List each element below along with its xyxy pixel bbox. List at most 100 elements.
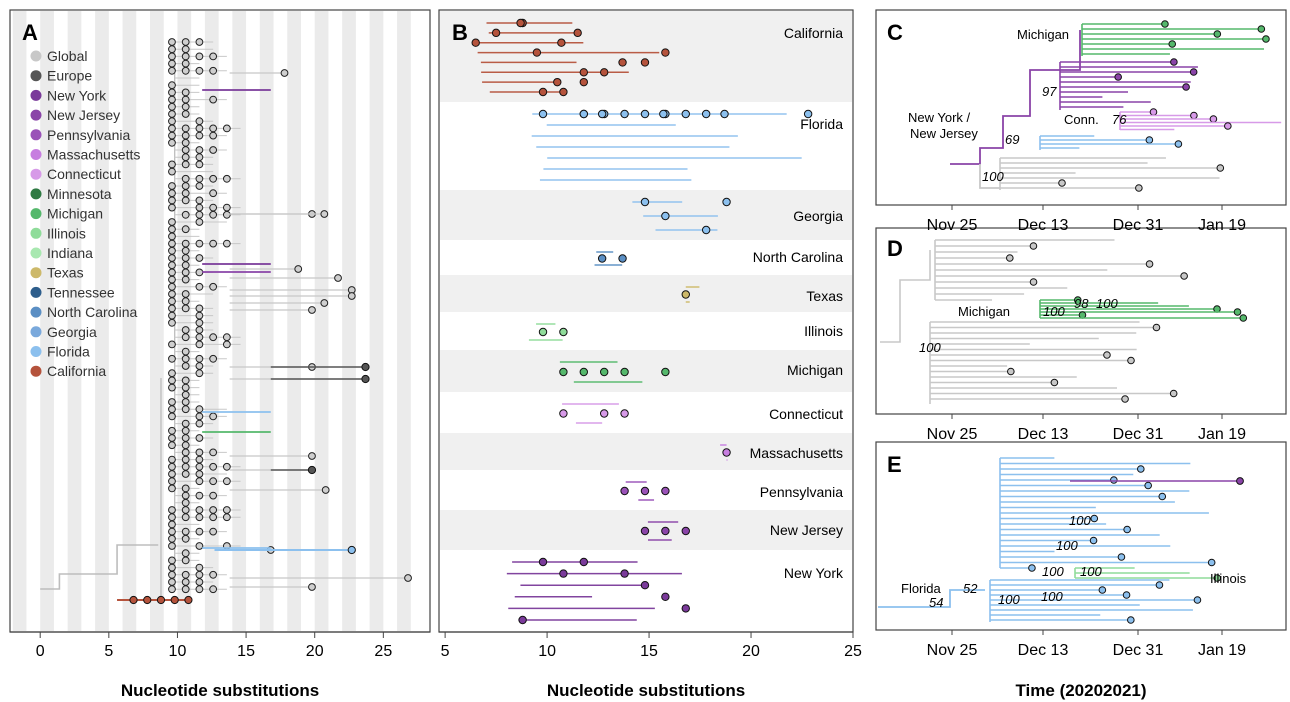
tip-point bbox=[195, 52, 204, 61]
tip-point bbox=[195, 146, 204, 154]
tip-point bbox=[181, 38, 190, 46]
legend-swatch-minnesota bbox=[30, 188, 42, 200]
tip-point bbox=[170, 595, 179, 605]
tip-point bbox=[597, 109, 607, 119]
legend-label: New York bbox=[47, 87, 107, 103]
row-label: Florida bbox=[800, 116, 843, 132]
row-band bbox=[440, 350, 852, 392]
tip-point bbox=[195, 563, 204, 572]
tip-point bbox=[222, 477, 231, 486]
tip-point bbox=[195, 470, 204, 478]
tip-point bbox=[181, 484, 190, 493]
tip-point bbox=[181, 225, 190, 234]
tip-point bbox=[181, 196, 190, 205]
tip-point bbox=[1145, 260, 1154, 268]
tip-point bbox=[1090, 514, 1099, 523]
root-branch bbox=[880, 250, 931, 343]
tip-point bbox=[1029, 242, 1038, 250]
tip-point bbox=[195, 282, 204, 291]
tip-point bbox=[209, 506, 218, 514]
tip-point bbox=[1127, 356, 1135, 365]
tip-point bbox=[181, 88, 190, 97]
tip-point bbox=[168, 369, 176, 378]
tick-label: Dec 13 bbox=[1018, 217, 1069, 234]
row-band bbox=[440, 190, 852, 240]
global-stem bbox=[979, 164, 1000, 189]
tip-point bbox=[168, 232, 176, 241]
tip-point bbox=[168, 59, 176, 68]
tip-point bbox=[195, 434, 204, 442]
label-new-jersey-c: New Jersey bbox=[910, 126, 978, 141]
panel-letter-a: A bbox=[22, 20, 38, 45]
tip-point bbox=[168, 239, 176, 248]
tip-point bbox=[195, 340, 204, 349]
x-axis-b: 5 10 15 20 25 bbox=[439, 631, 862, 660]
tip-point bbox=[168, 246, 176, 255]
tick-label: Nov 25 bbox=[927, 217, 978, 234]
tip-point bbox=[803, 109, 813, 119]
tip-point bbox=[168, 426, 176, 435]
row-label: Illinois bbox=[804, 323, 843, 339]
tip-point bbox=[209, 477, 218, 486]
tip-point bbox=[559, 327, 568, 337]
tip-point bbox=[308, 583, 316, 591]
tip-point bbox=[181, 174, 190, 183]
tip-point bbox=[661, 592, 670, 601]
tip-point bbox=[209, 333, 218, 342]
tip-point bbox=[181, 426, 190, 435]
tip-point bbox=[181, 527, 190, 536]
tick-label: Jan 19 bbox=[1198, 642, 1246, 659]
tip-point bbox=[1121, 395, 1129, 403]
tip-point bbox=[181, 333, 190, 342]
tip-point bbox=[579, 367, 588, 377]
tip-point bbox=[181, 102, 190, 111]
tip-point bbox=[559, 569, 568, 578]
tip-point bbox=[181, 59, 190, 68]
x-axis-title-time: Time (20202021) bbox=[1015, 681, 1146, 700]
tip-point bbox=[195, 585, 204, 594]
node-76-c: 76 bbox=[1112, 112, 1127, 127]
tip-point bbox=[181, 160, 190, 169]
tip-point bbox=[195, 318, 204, 327]
tip-point bbox=[1262, 35, 1270, 43]
tip-point bbox=[195, 160, 204, 169]
legend-label: Global bbox=[47, 48, 87, 64]
tip-point bbox=[599, 68, 609, 77]
tick-label: 25 bbox=[374, 643, 392, 660]
tip-point bbox=[597, 254, 607, 263]
stripe bbox=[40, 11, 54, 631]
tip-point bbox=[181, 383, 190, 392]
stripe bbox=[204, 11, 219, 631]
node-52-e: 52 bbox=[963, 581, 978, 596]
tip-point bbox=[168, 225, 176, 234]
tip-point bbox=[168, 81, 176, 90]
tip-point bbox=[538, 327, 548, 337]
tip-point bbox=[168, 455, 176, 464]
tip-point bbox=[195, 513, 204, 522]
tip-point bbox=[1114, 73, 1122, 81]
tip-point bbox=[1209, 115, 1218, 123]
tip-point bbox=[181, 138, 190, 147]
tip-point bbox=[168, 513, 176, 522]
tip-point bbox=[181, 491, 190, 500]
legend-label: Indiana bbox=[47, 245, 93, 261]
tip-point bbox=[195, 124, 204, 133]
tip-point bbox=[181, 210, 190, 219]
tip-point bbox=[195, 455, 204, 464]
tip-point bbox=[222, 506, 231, 514]
tip-point bbox=[1006, 254, 1014, 262]
tip-point bbox=[181, 45, 190, 54]
tip-point bbox=[1098, 586, 1107, 594]
tip-point bbox=[404, 574, 412, 582]
node-98-d: 98 bbox=[1074, 296, 1089, 311]
tip-point bbox=[195, 182, 204, 190]
tip-point bbox=[195, 542, 204, 550]
tip-point bbox=[471, 38, 480, 47]
tip-point bbox=[181, 578, 190, 586]
tip-point bbox=[168, 318, 176, 327]
tick-label: Nov 25 bbox=[927, 642, 978, 659]
tip-point bbox=[168, 117, 176, 126]
tip-point bbox=[168, 189, 176, 198]
tip-point bbox=[620, 109, 629, 119]
